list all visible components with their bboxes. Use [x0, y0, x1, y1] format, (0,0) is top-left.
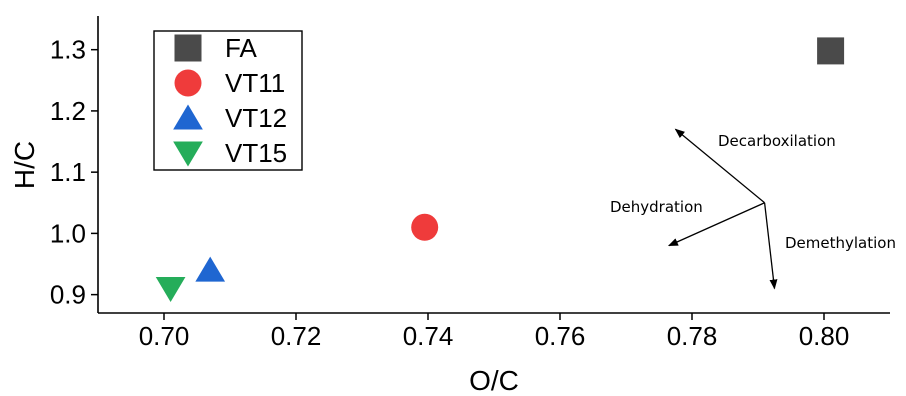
x-tick-label: 0.70 [139, 321, 190, 351]
y-tick-label: 0.9 [50, 280, 86, 310]
data-point-vt11 [411, 213, 439, 241]
y-tick-label: 1.2 [50, 96, 86, 126]
data-point-vt12 [195, 256, 226, 282]
arrow-dehydration [667, 202, 765, 247]
legend-marker-fa [174, 34, 202, 62]
y-tick-label: 1.1 [50, 157, 86, 187]
legend-marker-vt11 [174, 69, 202, 97]
x-axis-title: O/C [469, 365, 519, 396]
y-tick-label: 1.3 [50, 35, 86, 65]
y-axis-title: H/C [9, 141, 40, 189]
annotation-demethylation: Demethylation [785, 234, 896, 252]
legend-marker-vt15 [173, 141, 203, 167]
legend-marker-vt12 [173, 104, 203, 130]
legend: FA VT11 VT12 VT15 [153, 30, 303, 171]
legend-label-vt11: VT11 [225, 68, 285, 98]
arrow-decarboxilation [674, 128, 766, 204]
annotation-dehydration: Dehydration [610, 198, 703, 216]
data-point-vt15 [155, 277, 186, 303]
x-tick-label: 0.78 [667, 321, 718, 351]
x-tick-label: 0.76 [535, 321, 586, 351]
y-tick-label: 1.0 [50, 218, 86, 248]
x-tick-label: 0.72 [271, 321, 322, 351]
x-tick-label: 0.80 [799, 321, 850, 351]
data-point-fa [817, 37, 845, 65]
annotation-decarboxilation: Decarboxilation [718, 132, 836, 150]
legend-label-fa: FA [225, 33, 257, 63]
legend-label-vt12: VT12 [225, 103, 287, 133]
x-tick-label: 0.74 [403, 321, 454, 351]
arrow-demethylation [763, 202, 778, 290]
legend-label-vt15: VT15 [225, 138, 287, 168]
